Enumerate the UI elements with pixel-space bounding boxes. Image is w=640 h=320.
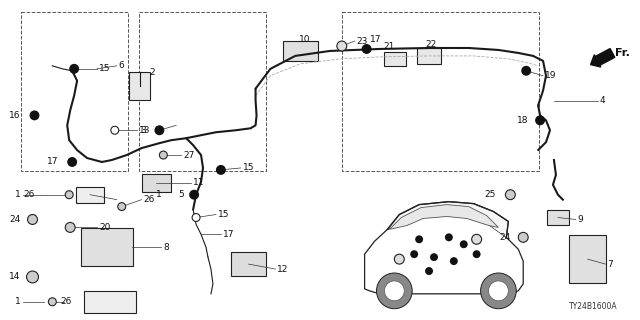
Circle shape [481,273,516,309]
Bar [139,12,266,171]
Text: 9: 9 [578,215,584,224]
Text: 13: 13 [139,126,150,135]
Text: 26: 26 [23,190,35,199]
Text: 3: 3 [141,126,147,135]
Bar [81,228,132,266]
Polygon shape [365,215,524,294]
Circle shape [473,250,481,258]
Text: 5: 5 [179,190,184,199]
Text: 12: 12 [277,265,289,274]
Text: 26: 26 [143,195,155,204]
Text: 14: 14 [9,272,20,282]
Text: 11: 11 [193,178,205,187]
Circle shape [460,240,468,248]
Bar [547,210,569,225]
Text: 17: 17 [369,35,381,44]
Circle shape [472,234,481,244]
Circle shape [445,233,453,241]
Circle shape [394,254,404,264]
Text: 10: 10 [300,35,311,44]
Text: TY24B1600A: TY24B1600A [569,302,618,311]
Circle shape [216,165,226,175]
Polygon shape [387,202,508,237]
Circle shape [362,44,372,54]
Text: 22: 22 [426,39,436,49]
Circle shape [192,213,200,221]
Text: 20: 20 [99,223,110,232]
Bar [417,48,442,64]
Circle shape [450,257,458,265]
Bar [76,187,104,203]
Circle shape [506,190,515,200]
Text: 1: 1 [15,297,20,306]
Text: 7: 7 [607,260,613,268]
Circle shape [430,253,438,261]
Bar [141,174,172,192]
Text: 25: 25 [484,190,495,199]
Text: 24: 24 [499,233,510,242]
Circle shape [425,267,433,275]
Circle shape [189,190,199,200]
Bar [342,12,539,171]
FancyArrow shape [591,49,615,67]
Circle shape [27,271,38,283]
Bar [569,235,607,283]
Circle shape [415,235,423,243]
Circle shape [376,273,412,309]
Text: 8: 8 [163,243,169,252]
Bar [283,41,317,61]
Text: 26: 26 [60,297,72,306]
Polygon shape [389,204,499,229]
Text: 19: 19 [545,71,557,80]
Circle shape [518,232,528,242]
Bar [84,291,136,313]
Bar [20,12,128,171]
Circle shape [49,298,56,306]
Text: 1: 1 [15,190,20,199]
Text: 18: 18 [516,116,528,125]
Circle shape [410,250,418,258]
Circle shape [65,191,73,199]
Bar [231,252,266,276]
Circle shape [69,64,79,74]
Text: 16: 16 [9,111,20,120]
Circle shape [67,157,77,167]
Text: 4: 4 [600,96,605,105]
Circle shape [535,116,545,125]
Bar [129,72,150,100]
Bar [385,52,406,66]
Circle shape [488,281,508,301]
Text: 15: 15 [243,164,254,172]
Text: 17: 17 [223,230,234,239]
Text: 27: 27 [183,150,195,160]
Circle shape [159,151,167,159]
Circle shape [28,214,38,224]
Text: 6: 6 [119,61,125,70]
Text: 15: 15 [218,210,229,219]
Circle shape [521,66,531,76]
Text: 23: 23 [356,36,368,45]
Circle shape [385,281,404,301]
Circle shape [29,110,40,120]
Text: 15: 15 [99,64,111,73]
Text: 24: 24 [10,215,20,224]
Text: 1: 1 [156,190,162,199]
Circle shape [111,126,119,134]
Text: 17: 17 [47,157,58,166]
Circle shape [118,203,125,211]
Text: 2: 2 [150,68,155,77]
Text: 21: 21 [384,43,395,52]
Circle shape [154,125,164,135]
Circle shape [65,222,75,232]
Text: Fr.: Fr. [616,48,630,58]
Circle shape [337,41,347,51]
